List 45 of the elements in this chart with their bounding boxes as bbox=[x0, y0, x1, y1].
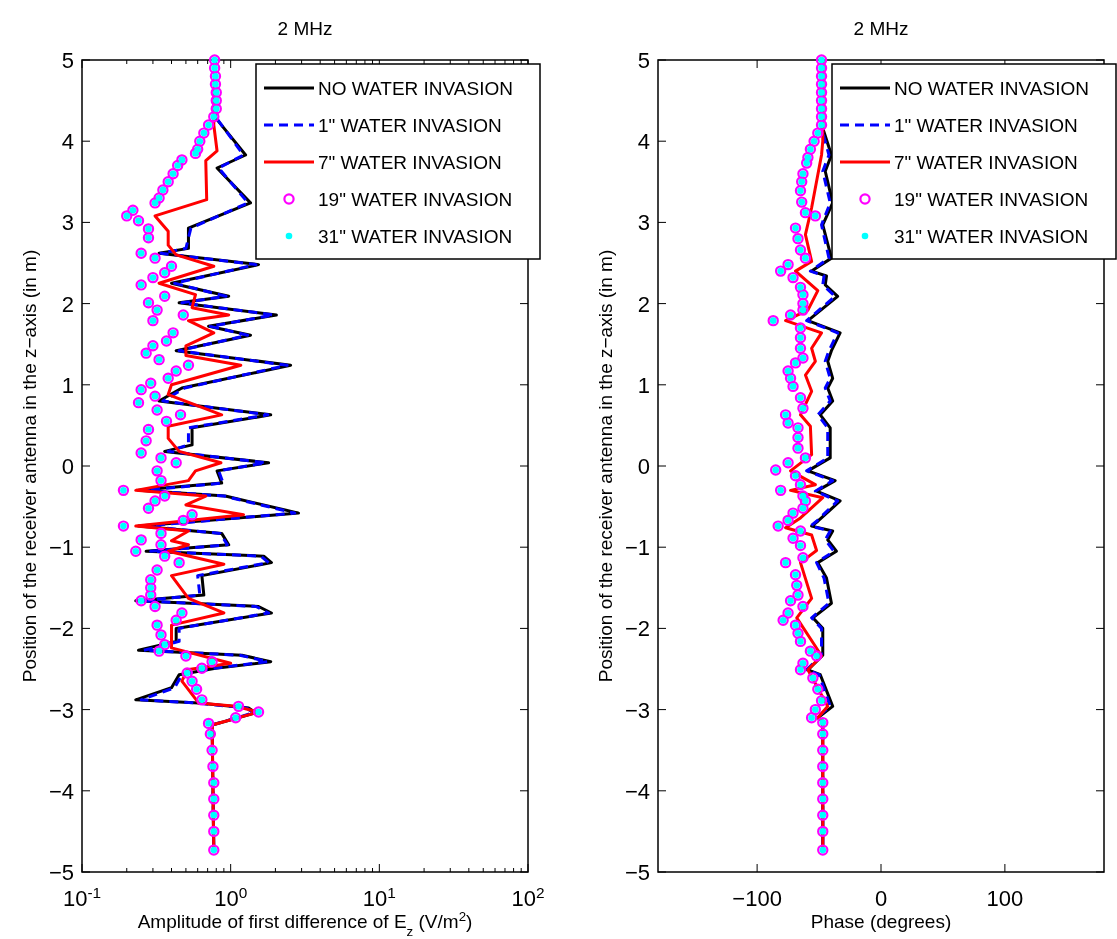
legend-label: 31" WATER INVASION bbox=[318, 226, 513, 247]
y-tick-label: −3 bbox=[48, 697, 74, 723]
legend-label: 1" WATER INVASION bbox=[318, 115, 502, 136]
legend-label: 7" WATER INVASION bbox=[318, 152, 502, 173]
y-tick-label: 5 bbox=[61, 48, 74, 73]
x-tick-label: 10$^{0}$ bbox=[214, 883, 248, 911]
legend-label: 31" WATER INVASION bbox=[894, 226, 1089, 247]
y-axis-title: Position of the receiver antenna in the z−axis (in m) bbox=[595, 249, 616, 683]
y-tick-label: 2 bbox=[637, 291, 650, 317]
x-tick-label: 10$^{-1}$ bbox=[62, 883, 102, 911]
y-tick-label: −5 bbox=[48, 860, 74, 885]
y-tick-label: 3 bbox=[61, 210, 74, 236]
x-tick-label: 100 bbox=[986, 886, 1024, 911]
y-tick-label: −4 bbox=[624, 778, 650, 804]
y-tick-label: 0 bbox=[61, 454, 74, 479]
legend-label: 19" WATER INVASION bbox=[318, 189, 513, 210]
legend-label: 19" WATER INVASION bbox=[894, 189, 1089, 210]
chart-title: 2 MHz bbox=[853, 18, 909, 39]
y-tick-label: 1 bbox=[637, 372, 650, 398]
y-tick-label: −1 bbox=[48, 535, 74, 561]
x-tick-label: −100 bbox=[732, 886, 782, 911]
y-tick-label: 2 bbox=[61, 291, 74, 317]
y-tick-label: −5 bbox=[624, 860, 650, 885]
legend-label: 1" WATER INVASION bbox=[894, 115, 1078, 136]
x-axis-title: Phase (degrees) bbox=[810, 911, 952, 932]
y-tick-label: 4 bbox=[61, 129, 74, 155]
x-tick-label: 10$^{1}$ bbox=[362, 883, 396, 911]
legend-label: NO WATER INVASION bbox=[894, 78, 1089, 99]
y-tick-label: −2 bbox=[624, 616, 650, 642]
y-tick-label: −2 bbox=[48, 616, 74, 642]
x-tick-label: 0 bbox=[874, 886, 888, 911]
y-tick-label: −1 bbox=[624, 535, 650, 561]
y-tick-label: 1 bbox=[61, 372, 74, 398]
y-tick-label: −4 bbox=[48, 778, 74, 804]
y-tick-label: −3 bbox=[624, 697, 650, 723]
y-tick-label: 5 bbox=[637, 48, 650, 73]
x-tick-label: 10$^{2}$ bbox=[511, 883, 545, 911]
x-axis-title: Amplitude of first difference of E$_{z}$ (V/m$^{2}$) bbox=[137, 908, 473, 939]
legend-label: 7" WATER INVASION bbox=[894, 152, 1078, 173]
y-tick-label: 0 bbox=[637, 454, 650, 479]
chart-title: 2 MHz bbox=[277, 18, 333, 39]
y-tick-label: 3 bbox=[637, 210, 650, 236]
legend-label: NO WATER INVASION bbox=[318, 78, 513, 99]
y-axis-title: Position of the receiver antenna in the z−axis (in m) bbox=[19, 249, 40, 683]
y-tick-label: 4 bbox=[637, 129, 650, 155]
